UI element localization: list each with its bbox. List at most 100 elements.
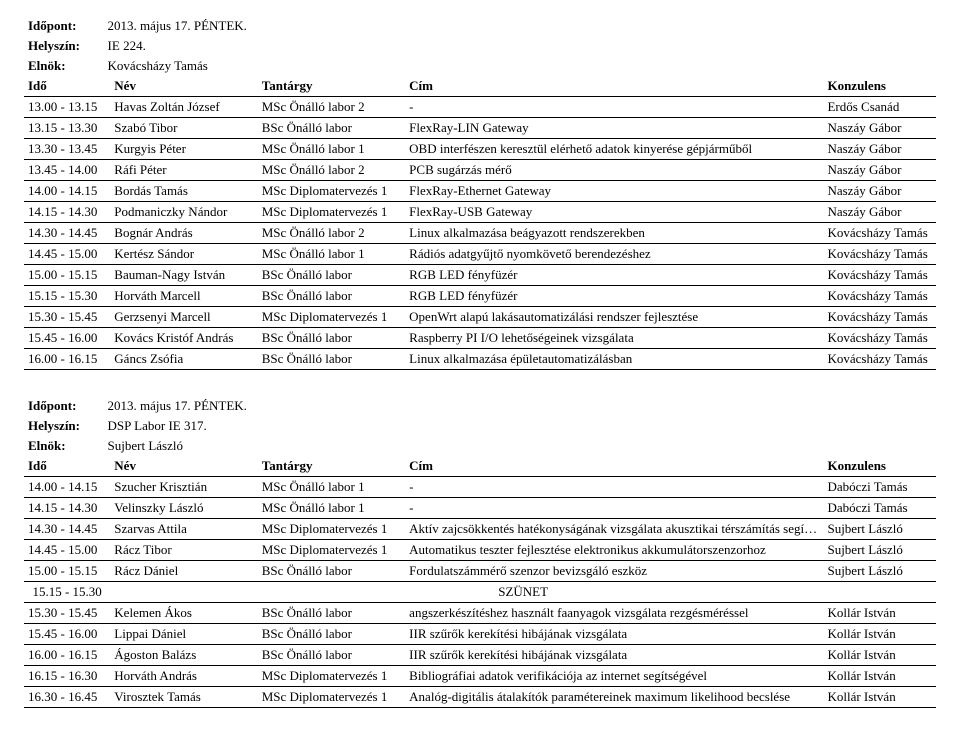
- session-header: Időpont:2013. május 17. PÉNTEK.Helyszín:…: [24, 396, 936, 456]
- cell-konzulens: Erdős Csanád: [823, 97, 936, 118]
- cell-nev: Kelemen Ákos: [110, 603, 257, 624]
- table-row: 16.00 - 16.15Ágoston BalázsBSc Önálló la…: [24, 645, 936, 666]
- cell-nev: Rácz Tibor: [110, 540, 257, 561]
- table-header-row: IdőNévTantárgyCímKonzulens: [24, 456, 936, 477]
- table-row: 16.00 - 16.15Gáncs ZsófiaBSc Önálló labo…: [24, 349, 936, 370]
- cell-tantargy: BSc Önálló labor: [258, 603, 405, 624]
- cell-konzulens: Naszáy Gábor: [823, 118, 936, 139]
- cell-ido: 15.30 - 15.45: [24, 307, 110, 328]
- cell-tantargy: MSc Diplomatervezés 1: [258, 202, 405, 223]
- table-row: 16.30 - 16.45Virosztek TamásMSc Diplomat…: [24, 687, 936, 708]
- cell-konzulens: Kovácsházy Tamás: [823, 223, 936, 244]
- cell-ido: 15.00 - 15.15: [24, 561, 110, 582]
- cell-konzulens: Kollár István: [823, 666, 936, 687]
- cell-ido: 15.45 - 16.00: [24, 328, 110, 349]
- cell-cim: OBD interfészen keresztül elérhető adato…: [405, 139, 823, 160]
- cell-tantargy: BSc Önálló labor: [258, 561, 405, 582]
- cell-tantargy: BSc Önálló labor: [258, 328, 405, 349]
- cell-tantargy: BSc Önálló labor: [258, 624, 405, 645]
- cell-cim: PCB sugárzás mérő: [405, 160, 823, 181]
- cell-ido: 16.15 - 16.30: [24, 666, 110, 687]
- cell-ido: 13.15 - 13.30: [24, 118, 110, 139]
- cell-cim: Analóg-digitális átalakítók paraméterein…: [405, 687, 823, 708]
- idopont-label: Időpont:: [24, 396, 104, 416]
- cell-tantargy: MSc Diplomatervezés 1: [258, 181, 405, 202]
- cell-konzulens: Sujbert László: [823, 561, 936, 582]
- table-row: 15.00 - 15.15Bauman-Nagy IstvánBSc Önáll…: [24, 265, 936, 286]
- cell-tantargy: MSc Önálló labor 2: [258, 223, 405, 244]
- cell-nev: Gáncs Zsófia: [110, 349, 257, 370]
- table-row: 14.45 - 15.00Rácz TiborMSc Diplomatervez…: [24, 540, 936, 561]
- table-row: 15.45 - 16.00Kovács Kristóf AndrásBSc Ön…: [24, 328, 936, 349]
- cell-konzulens: Kollár István: [823, 687, 936, 708]
- cell-ido: 13.00 - 13.15: [24, 97, 110, 118]
- table-row: 14.00 - 14.15Szucher KrisztiánMSc Önálló…: [24, 477, 936, 498]
- cell-konzulens: Kollár István: [823, 645, 936, 666]
- cell-ido: 14.00 - 14.15: [24, 477, 110, 498]
- cell-konzulens: Kovácsházy Tamás: [823, 286, 936, 307]
- cell-tantargy: MSc Diplomatervezés 1: [258, 307, 405, 328]
- cell-ido: 16.00 - 16.15: [24, 349, 110, 370]
- cell-ido: 13.30 - 13.45: [24, 139, 110, 160]
- helyszin-label: Helyszín:: [24, 416, 104, 436]
- cell-konzulens: Kovácsházy Tamás: [823, 265, 936, 286]
- cell-cim: FlexRay-LIN Gateway: [405, 118, 823, 139]
- table-row: 14.30 - 14.45Bognár AndrásMSc Önálló lab…: [24, 223, 936, 244]
- szunet-cell: SZÜNET: [110, 582, 936, 603]
- cell-konzulens: Naszáy Gábor: [823, 160, 936, 181]
- table-row: 15.30 - 15.45Kelemen ÁkosBSc Önálló labo…: [24, 603, 936, 624]
- cell-tantargy: BSc Önálló labor: [258, 118, 405, 139]
- cell-konzulens: Kollár István: [823, 603, 936, 624]
- cell-konzulens: Naszáy Gábor: [823, 181, 936, 202]
- cell-ido: 15.30 - 15.45: [24, 603, 110, 624]
- cell-konzulens: Sujbert László: [823, 519, 936, 540]
- cell-nev: Virosztek Tamás: [110, 687, 257, 708]
- cell-konzulens: Kovácsházy Tamás: [823, 244, 936, 265]
- cell-nev: Havas Zoltán József: [110, 97, 257, 118]
- elnok-label: Elnök:: [24, 436, 104, 456]
- schedule-table: IdőNévTantárgyCímKonzulens13.00 - 13.15H…: [24, 76, 936, 370]
- cell-ido: 14.45 - 15.00: [24, 540, 110, 561]
- cell-konzulens: Naszáy Gábor: [823, 139, 936, 160]
- cell-konzulens: Kovácsházy Tamás: [823, 328, 936, 349]
- table-row: 14.45 - 15.00Kertész SándorMSc Önálló la…: [24, 244, 936, 265]
- cell-ido: 15.15 - 15.30: [24, 286, 110, 307]
- table-row: 15.15 - 15.30SZÜNET: [24, 582, 936, 603]
- table-row: 15.30 - 15.45Gerzsenyi MarcellMSc Diplom…: [24, 307, 936, 328]
- session-block: Időpont:2013. május 17. PÉNTEK.Helyszín:…: [24, 16, 936, 370]
- cell-nev: Bauman-Nagy István: [110, 265, 257, 286]
- cell-nev: Horváth Marcell: [110, 286, 257, 307]
- schedule-table: IdőNévTantárgyCímKonzulens14.00 - 14.15S…: [24, 456, 936, 708]
- elnok-value: Kovácsházy Tamás: [104, 56, 936, 76]
- cell-tantargy: MSc Diplomatervezés 1: [258, 519, 405, 540]
- session-header: Időpont:2013. május 17. PÉNTEK.Helyszín:…: [24, 16, 936, 76]
- cell-nev: Lippai Dániel: [110, 624, 257, 645]
- cell-konzulens: Kollár István: [823, 624, 936, 645]
- table-row: 13.30 - 13.45Kurgyis PéterMSc Önálló lab…: [24, 139, 936, 160]
- table-row: 13.45 - 14.00Ráfi PéterMSc Önálló labor …: [24, 160, 936, 181]
- cell-ido: 14.30 - 14.45: [24, 223, 110, 244]
- cell-ido: 15.00 - 15.15: [24, 265, 110, 286]
- cell-konzulens: Naszáy Gábor: [823, 202, 936, 223]
- cell-tantargy: MSc Diplomatervezés 1: [258, 687, 405, 708]
- header-cim: Cím: [405, 456, 823, 477]
- cell-nev: Ráfi Péter: [110, 160, 257, 181]
- cell-tantargy: MSc Önálló labor 1: [258, 498, 405, 519]
- szunet-label: SZÜNET: [498, 584, 548, 599]
- cell-ido: 13.45 - 14.00: [24, 160, 110, 181]
- cell-konzulens: Dabóczi Tamás: [823, 477, 936, 498]
- cell-cim: Automatikus teszter fejlesztése elektron…: [405, 540, 823, 561]
- cell-konzulens: Dabóczi Tamás: [823, 498, 936, 519]
- cell-konzulens: Sujbert László: [823, 540, 936, 561]
- table-row: 13.15 - 13.30Szabó TiborBSc Önálló labor…: [24, 118, 936, 139]
- table-row: 14.30 - 14.45Szarvas AttilaMSc Diplomate…: [24, 519, 936, 540]
- cell-nev: Szucher Krisztián: [110, 477, 257, 498]
- cell-ido: 14.00 - 14.15: [24, 181, 110, 202]
- cell-cim: FlexRay-Ethernet Gateway: [405, 181, 823, 202]
- header-konzulens: Konzulens: [823, 456, 936, 477]
- cell-nev: Kovács Kristóf András: [110, 328, 257, 349]
- cell-cim: Raspberry PI I/O lehetőségeinek vizsgála…: [405, 328, 823, 349]
- cell-cim: angszerkészítéshez használt faanyagok vi…: [405, 603, 823, 624]
- idopont-value: 2013. május 17. PÉNTEK.: [104, 16, 936, 36]
- cell-tantargy: MSc Önálló labor 2: [258, 160, 405, 181]
